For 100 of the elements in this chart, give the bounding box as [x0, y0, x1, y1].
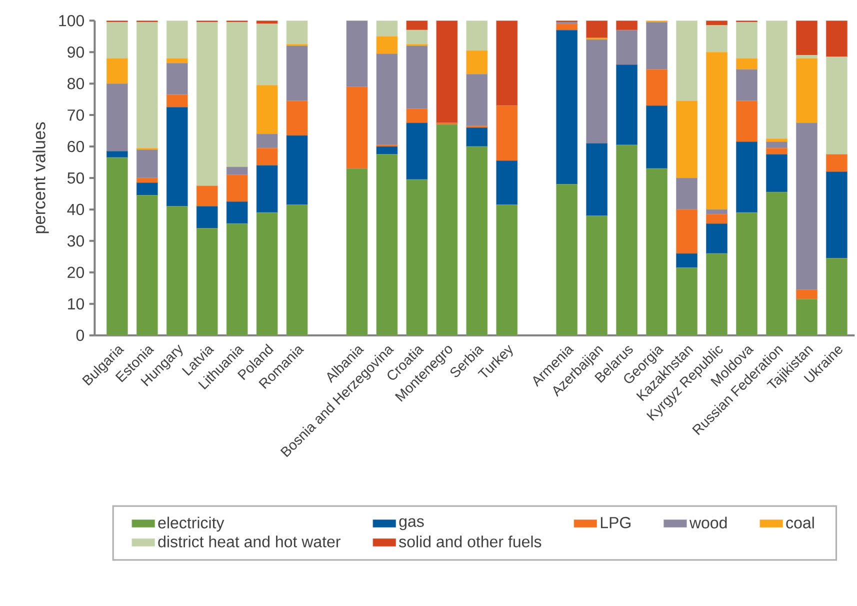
- bar: [196, 228, 218, 336]
- bar: [436, 20, 458, 124]
- bar: [616, 20, 638, 30]
- bar: [346, 168, 368, 336]
- bar: [706, 209, 728, 214]
- bar: [466, 74, 488, 126]
- bar: [196, 186, 218, 207]
- bar: [826, 56, 848, 155]
- y-tick-label: 30: [67, 235, 84, 247]
- bar: [376, 20, 398, 37]
- bar: [616, 144, 638, 336]
- bar: [286, 204, 308, 336]
- legend-label: electricity: [158, 516, 224, 532]
- bar: [466, 50, 488, 74]
- bar: [496, 204, 518, 336]
- y-tick-label: 0: [76, 330, 84, 341]
- bar: [376, 146, 398, 155]
- bar: [256, 24, 278, 86]
- y-axis-title: percent values: [32, 122, 49, 234]
- bar: [166, 20, 188, 59]
- bar: [136, 22, 158, 148]
- bar: [556, 30, 578, 184]
- bar: [646, 168, 668, 336]
- bar: [646, 22, 668, 70]
- bar: [286, 100, 308, 136]
- y-tick-label: 60: [68, 140, 84, 152]
- bar: [646, 69, 668, 106]
- legend-label: LPG: [600, 516, 630, 528]
- y-tick-label: 50: [67, 172, 84, 184]
- bar: [106, 83, 128, 152]
- bar: [616, 64, 638, 146]
- bar: [196, 206, 218, 229]
- bar: [226, 174, 248, 202]
- bar: [706, 25, 728, 52]
- bar: [736, 100, 758, 142]
- bar: [736, 69, 758, 102]
- bar: [646, 105, 668, 169]
- bar: [676, 20, 698, 102]
- bar: [436, 124, 458, 336]
- bar: [676, 100, 698, 178]
- bar: [496, 160, 518, 205]
- bar: [226, 223, 248, 336]
- bar: [286, 135, 308, 205]
- bar: [466, 146, 488, 336]
- bar: [736, 58, 758, 70]
- bar: [226, 166, 248, 176]
- bar: [346, 86, 368, 169]
- bar: [376, 154, 398, 336]
- bar: [676, 253, 698, 268]
- bar: [286, 20, 308, 44]
- bar: [796, 58, 818, 124]
- legend-label: coal: [786, 516, 814, 528]
- legend-label: wood: [689, 516, 727, 528]
- bar: [346, 20, 368, 87]
- bar: [706, 52, 728, 210]
- bar: [676, 267, 698, 336]
- legend-label: gas: [399, 518, 424, 530]
- bar: [586, 20, 608, 38]
- bar: [406, 179, 428, 336]
- bar: [256, 165, 278, 213]
- bar: [796, 298, 818, 336]
- bar: [826, 171, 848, 258]
- bar: [676, 209, 698, 254]
- bar: [796, 289, 818, 300]
- bar: [106, 22, 128, 59]
- bar: [466, 20, 488, 51]
- bar: [616, 30, 638, 65]
- y-tick-label: 100: [59, 15, 84, 26]
- bar: [736, 142, 758, 213]
- y-tick-label: 10: [68, 298, 84, 310]
- bar: [256, 148, 278, 166]
- y-tick-label: 80: [68, 78, 84, 90]
- bar: [826, 154, 848, 172]
- bar: [256, 84, 278, 134]
- bar: [706, 253, 728, 336]
- bar: [226, 22, 248, 168]
- bar: [286, 46, 308, 102]
- bar: [736, 22, 758, 59]
- bar: [706, 214, 728, 224]
- bar: [826, 20, 848, 58]
- bar: [406, 108, 428, 124]
- bar: [166, 106, 188, 207]
- bar: [256, 134, 278, 148]
- bar: [586, 216, 608, 336]
- bar: [166, 62, 188, 95]
- bar: [766, 20, 788, 139]
- bar: [586, 39, 608, 144]
- legend-label: district heat and hot water: [158, 536, 340, 548]
- bar: [766, 192, 788, 336]
- legend-label: solid and other fuels: [399, 536, 542, 548]
- bar: [406, 122, 428, 180]
- bar: [736, 212, 758, 336]
- bar: [106, 58, 128, 84]
- bar: [496, 105, 518, 161]
- bar: [406, 30, 428, 44]
- bar: [586, 143, 608, 216]
- bar: [376, 36, 398, 54]
- bar: [166, 58, 188, 64]
- bar: [796, 122, 818, 290]
- bar: [676, 178, 698, 210]
